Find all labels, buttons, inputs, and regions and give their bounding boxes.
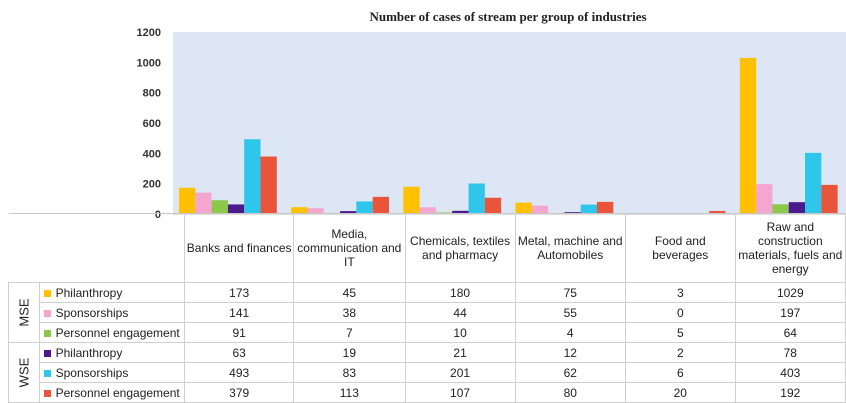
bar — [212, 200, 228, 214]
legend-swatch — [44, 290, 51, 297]
value-cell: 2 — [625, 343, 735, 363]
category-label: Banks and finances — [185, 214, 294, 283]
legend-entry: Sponsorships — [39, 363, 185, 383]
y-tick-label: 800 — [143, 88, 161, 100]
value-cell: 192 — [735, 383, 845, 403]
value-cell: 6 — [625, 363, 735, 383]
legend-swatch — [44, 330, 51, 337]
bar — [485, 198, 501, 214]
y-tick-label: 200 — [143, 179, 161, 191]
table-corner — [9, 214, 185, 283]
series-name: Philanthropy — [56, 346, 123, 360]
value-cell: 12 — [515, 343, 625, 363]
value-cell: 44 — [405, 303, 515, 323]
value-cell: 1029 — [735, 283, 845, 303]
value-cell: 4 — [515, 323, 625, 343]
category-label: Food and beverages — [625, 214, 735, 283]
bar — [244, 139, 260, 214]
group-label: WSE — [9, 343, 40, 403]
legend-entry: Philanthropy — [39, 343, 185, 363]
category-label: Chemicals, textiles and pharmacy — [405, 214, 515, 283]
value-cell: 80 — [515, 383, 625, 403]
value-cell: 197 — [735, 303, 845, 323]
legend-entry: Sponsorships — [39, 303, 185, 323]
value-cell: 62 — [515, 363, 625, 383]
legend-swatch — [44, 390, 51, 397]
value-cell: 21 — [405, 343, 515, 363]
value-cell: 45 — [294, 283, 406, 303]
value-cell: 91 — [185, 323, 294, 343]
category-label: Media, communication and IT — [294, 214, 406, 283]
value-cell: 20 — [625, 383, 735, 403]
value-cell: 64 — [735, 323, 845, 343]
value-cell: 173 — [185, 283, 294, 303]
bar — [821, 185, 837, 214]
value-cell: 7 — [294, 323, 406, 343]
value-cell: 107 — [405, 383, 515, 403]
bar — [261, 157, 277, 214]
y-tick-label: 400 — [143, 148, 161, 160]
value-cell: 180 — [405, 283, 515, 303]
value-cell: 493 — [185, 363, 294, 383]
category-label: Metal, machine and Automobiles — [515, 214, 625, 283]
value-cell: 78 — [735, 343, 845, 363]
y-tick-label: 1200 — [137, 27, 161, 39]
legend-swatch — [44, 350, 51, 357]
value-cell: 201 — [405, 363, 515, 383]
bar — [469, 184, 485, 214]
bar — [403, 187, 419, 214]
value-cell: 10 — [405, 323, 515, 343]
y-tick-label: 600 — [143, 118, 161, 130]
legend-entry: Philanthropy — [39, 283, 185, 303]
legend-swatch — [44, 370, 51, 377]
legend-entry: Personnel engagement — [39, 383, 185, 403]
group-label: MSE — [9, 283, 40, 343]
bar — [805, 153, 821, 214]
legend-entry: Personnel engagement — [39, 323, 185, 343]
value-cell: 19 — [294, 343, 406, 363]
bar — [373, 197, 389, 214]
value-cell: 113 — [294, 383, 406, 403]
series-name: Philanthropy — [56, 286, 123, 300]
value-cell: 0 — [625, 303, 735, 323]
legend-swatch — [44, 310, 51, 317]
bar — [195, 193, 211, 214]
series-name: Personnel engagement — [56, 386, 180, 400]
bar — [179, 188, 195, 214]
value-cell: 55 — [515, 303, 625, 323]
value-cell: 5 — [625, 323, 735, 343]
value-cell: 38 — [294, 303, 406, 323]
value-cell: 75 — [515, 283, 625, 303]
value-cell: 3 — [625, 283, 735, 303]
series-name: Personnel engagement — [56, 326, 180, 340]
value-cell: 83 — [294, 363, 406, 383]
value-cell: 141 — [185, 303, 294, 323]
value-cell: 403 — [735, 363, 845, 383]
category-label: Raw and construction materials, fuels an… — [735, 214, 845, 283]
bar — [740, 58, 756, 214]
series-name: Sponsorships — [56, 306, 129, 320]
value-cell: 379 — [185, 383, 294, 403]
bar — [756, 184, 772, 214]
y-tick-label: 1000 — [137, 57, 161, 69]
series-name: Sponsorships — [56, 366, 129, 380]
value-cell: 63 — [185, 343, 294, 363]
